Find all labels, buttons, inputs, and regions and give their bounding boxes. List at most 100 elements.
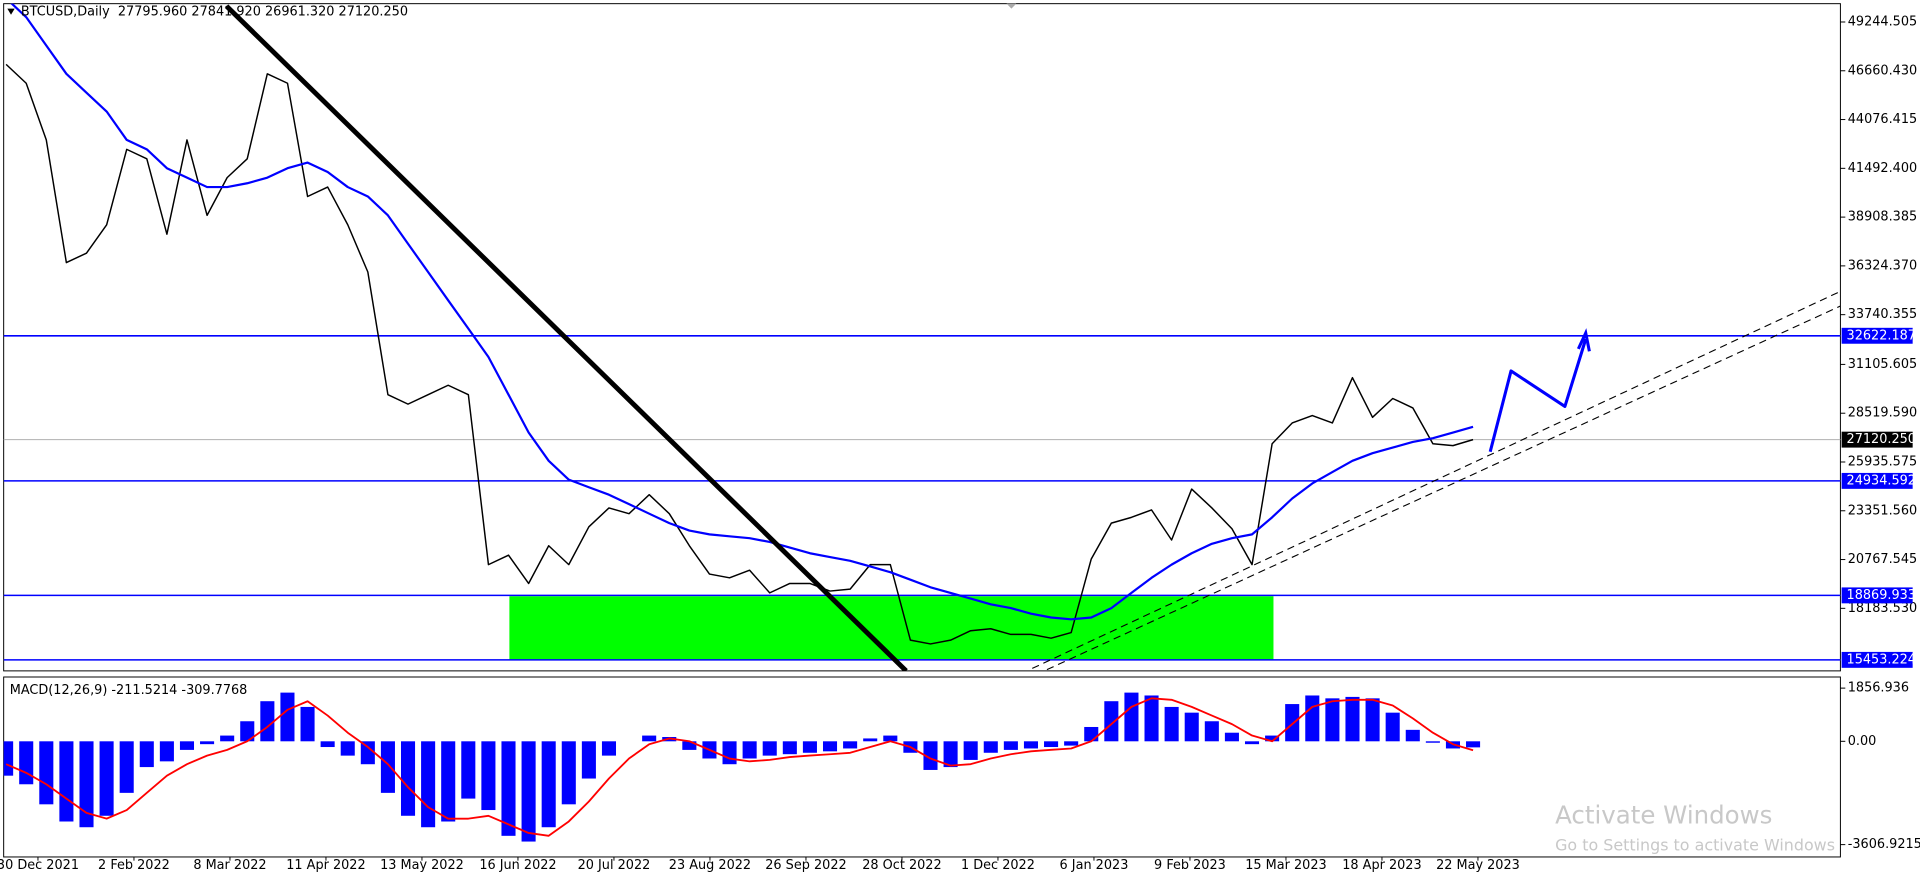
macd-bar bbox=[1164, 706, 1179, 742]
macd-label: MACD(12,26,9) -211.5214 -309.7768 bbox=[10, 683, 248, 698]
macd-bar bbox=[59, 741, 74, 822]
macd-bar bbox=[400, 741, 416, 816]
overlay-drawings bbox=[224, 4, 1841, 671]
macd-bar bbox=[1244, 741, 1260, 745]
macd-bar bbox=[481, 741, 496, 811]
macd-bar bbox=[1104, 701, 1119, 742]
macd-bar bbox=[501, 741, 516, 836]
macd-bar bbox=[943, 741, 958, 768]
macd-bar bbox=[1044, 741, 1059, 748]
macd-bar bbox=[722, 741, 737, 765]
macd-bar bbox=[1385, 712, 1400, 742]
y-tick-label: 23351.560 bbox=[1848, 503, 1917, 518]
macd-bar bbox=[441, 741, 456, 822]
macd-bar bbox=[360, 741, 375, 765]
chart-header: BTCUSD,Daily 27795.960 27841.920 26961.3… bbox=[21, 5, 408, 20]
y-tick-label: 28519.590 bbox=[1848, 406, 1917, 421]
level-label: 24934.592 bbox=[1847, 473, 1916, 488]
macd-bar bbox=[240, 721, 255, 742]
y-tick-label: 49244.505 bbox=[1848, 14, 1917, 29]
menu-triangle bbox=[7, 8, 15, 15]
macd-bar bbox=[1184, 712, 1199, 742]
level-label: 15453.224 bbox=[1847, 652, 1916, 667]
macd-bar bbox=[260, 701, 275, 742]
x-tick-label: 11 Apr 2022 bbox=[286, 858, 365, 873]
level-label-box bbox=[1841, 472, 1913, 489]
macd-bar bbox=[300, 706, 315, 742]
macd-bar bbox=[220, 735, 235, 742]
axes: 49244.505 46660.430 44076.415 41492.400 3890… bbox=[0, 14, 1920, 873]
macd-bar bbox=[179, 741, 195, 750]
macd-bar bbox=[280, 692, 295, 742]
macd-bar bbox=[340, 741, 355, 756]
macd-bar bbox=[19, 741, 34, 785]
y-tick-label: 20767.545 bbox=[1848, 552, 1917, 567]
macd-bar bbox=[39, 741, 54, 805]
macd-bar bbox=[802, 741, 817, 753]
y-tick-label: 46660.430 bbox=[1848, 63, 1917, 78]
macd-bar bbox=[1325, 698, 1340, 742]
macd-bar bbox=[863, 738, 878, 742]
channel-line bbox=[1046, 305, 1841, 671]
macd-bar bbox=[421, 741, 436, 828]
macd-bar bbox=[782, 741, 797, 755]
x-tick-label: 1 Dec 2022 bbox=[961, 858, 1035, 873]
macd-bar bbox=[923, 741, 938, 770]
main-plot bbox=[3, 3, 1841, 661]
macd-bar bbox=[541, 741, 556, 828]
level-label-box bbox=[1841, 431, 1913, 448]
y-tick-label: 38908.385 bbox=[1848, 210, 1917, 225]
macd-bar bbox=[883, 735, 898, 742]
macd-bar bbox=[1084, 726, 1099, 742]
x-tick-label: 22 May 2023 bbox=[1436, 858, 1520, 873]
macd-bar bbox=[822, 741, 838, 752]
macd-bar bbox=[99, 741, 114, 816]
arrow-head bbox=[1576, 328, 1591, 352]
x-tick-label: 13 May 2022 bbox=[380, 858, 464, 873]
level-label-box bbox=[1841, 327, 1913, 344]
macd-bar bbox=[380, 741, 395, 793]
macd-bar bbox=[1144, 695, 1159, 742]
macd-bar bbox=[642, 735, 657, 742]
macd-bar bbox=[139, 741, 154, 768]
macd-bar bbox=[1466, 741, 1481, 748]
macd-y-tick-label: -3606.9215 bbox=[1848, 837, 1920, 852]
macd-bar bbox=[1023, 741, 1039, 749]
macd-y-tick-label: 0.00 bbox=[1848, 734, 1877, 749]
macd-bar bbox=[320, 741, 335, 748]
macd-bar bbox=[601, 741, 617, 756]
macd-bar bbox=[1265, 735, 1280, 742]
y-tick-label: 41492.400 bbox=[1848, 161, 1917, 176]
macd-bar bbox=[1405, 729, 1420, 742]
macd-bar bbox=[521, 741, 536, 842]
y-tick-label: 18183.530 bbox=[1848, 601, 1917, 616]
y-tick-label: 36324.370 bbox=[1848, 258, 1917, 273]
x-tick-label: 23 Aug 2022 bbox=[669, 858, 751, 873]
y-tick-label: 44076.415 bbox=[1848, 112, 1917, 127]
macd-bar bbox=[461, 741, 476, 799]
trend-line bbox=[224, 4, 908, 671]
macd-bar bbox=[1064, 741, 1079, 746]
x-tick-label: 20 Jul 2022 bbox=[578, 858, 651, 873]
x-tick-label: 28 Oct 2022 bbox=[862, 858, 941, 873]
y-tick-label: 33740.355 bbox=[1848, 307, 1917, 322]
watermark-title: Activate Windows bbox=[1555, 801, 1772, 830]
x-tick-label: 16 Jun 2022 bbox=[479, 858, 556, 873]
y-tick-label: 31105.605 bbox=[1848, 357, 1917, 372]
level-label: 32622.187 bbox=[1847, 328, 1916, 343]
macd-bar bbox=[79, 741, 94, 828]
watermark-subtitle: Go to Settings to activate Windows bbox=[1555, 835, 1835, 854]
macd-bar bbox=[682, 741, 697, 750]
macd-bar bbox=[1204, 721, 1219, 742]
macd-bar bbox=[561, 741, 576, 805]
macd-bar bbox=[1224, 732, 1239, 742]
macd-bar bbox=[581, 741, 596, 779]
y-tick-label: 25935.575 bbox=[1848, 454, 1917, 469]
macd-y-tick-label: 1856.936 bbox=[1848, 681, 1909, 696]
x-tick-label: 26 Sep 2022 bbox=[765, 858, 846, 873]
x-tick-label: 15 Mar 2023 bbox=[1245, 858, 1326, 873]
x-tick-label: 18 Apr 2023 bbox=[1342, 858, 1421, 873]
macd-bar bbox=[1285, 704, 1300, 742]
